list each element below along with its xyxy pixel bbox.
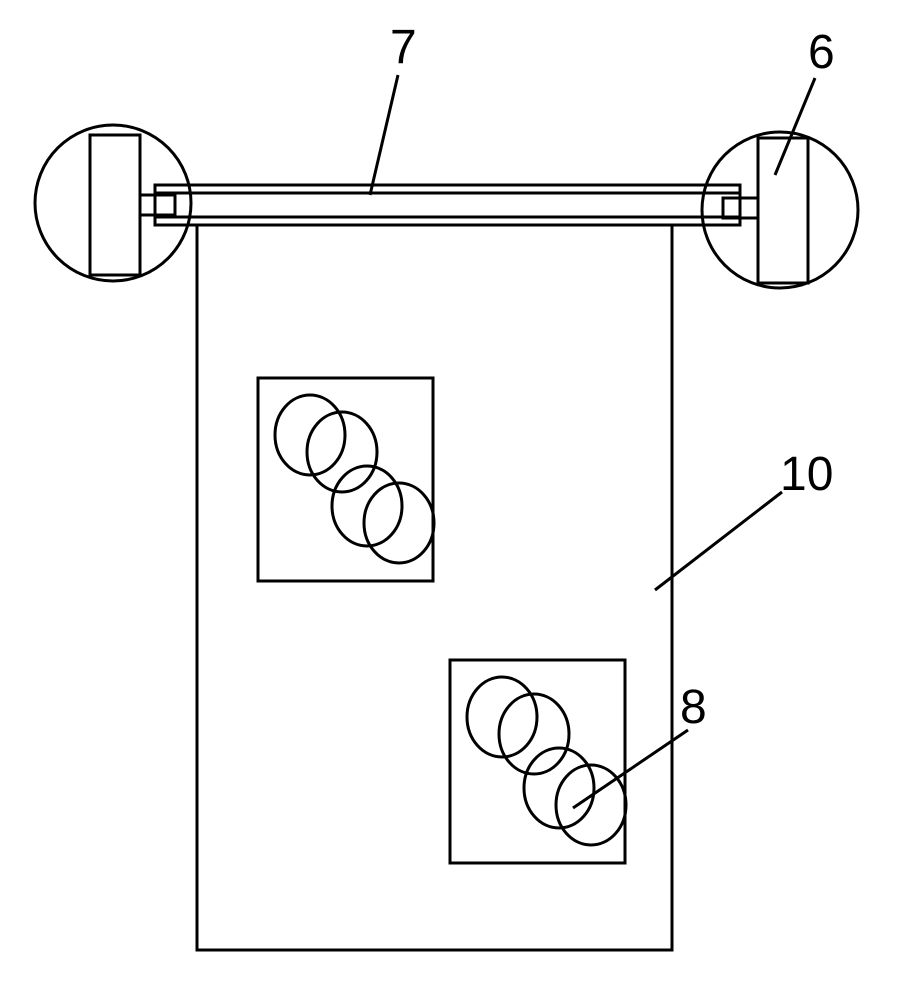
label-10: 10 [780,447,833,502]
label-8: 8 [680,680,707,735]
label-6: 6 [808,25,835,80]
label-7: 7 [390,20,417,75]
